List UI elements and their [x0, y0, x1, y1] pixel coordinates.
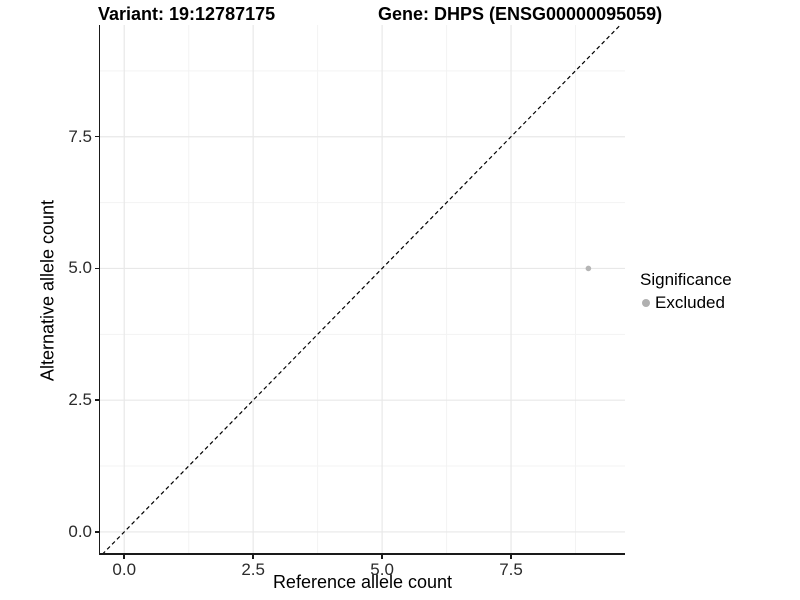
variant-title: Variant: 19:12787175: [98, 4, 276, 24]
x-tick-label: 7.5: [499, 560, 523, 579]
y-tick-label: 2.5: [68, 390, 92, 410]
x-tick-mark: [252, 554, 254, 559]
legend: Significance Excluded: [640, 270, 732, 313]
x-tick-mark: [381, 554, 383, 559]
x-tick-mark: [123, 554, 125, 559]
y-axis-title: Alternative allele count: [37, 199, 58, 382]
y-tick-mark: [94, 135, 99, 138]
x-tick-label: 2.5: [241, 560, 265, 579]
x-axis-title: Reference allele count: [272, 572, 453, 592]
y-tick-label: 7.5: [68, 126, 92, 146]
y-tick-label: 5.0: [68, 258, 92, 278]
gene-title: Gene: DHPS (ENSG00000095059): [378, 4, 663, 24]
plot-panel: [100, 25, 625, 553]
x-tick-mark: [510, 554, 512, 559]
y-tick-label: 0.0: [68, 521, 92, 541]
x-tick-label: 0.0: [112, 560, 137, 579]
legend-entry-label: Excluded: [655, 293, 725, 312]
y-tick-mark: [94, 531, 99, 533]
panel-canvas: [100, 25, 625, 553]
y-axis-line: [98, 25, 100, 555]
x-tick-label: 5.0: [370, 560, 394, 579]
data-point: [585, 265, 592, 272]
x-axis-line: [98, 553, 625, 555]
y-tick-mark: [94, 399, 99, 401]
y-tick-mark: [94, 267, 99, 270]
identity-reference-line: [102, 25, 622, 553]
legend-point-icon: [642, 299, 650, 307]
legend-title: Significance: [640, 270, 732, 289]
legend-entry-excluded: Excluded: [640, 293, 732, 313]
